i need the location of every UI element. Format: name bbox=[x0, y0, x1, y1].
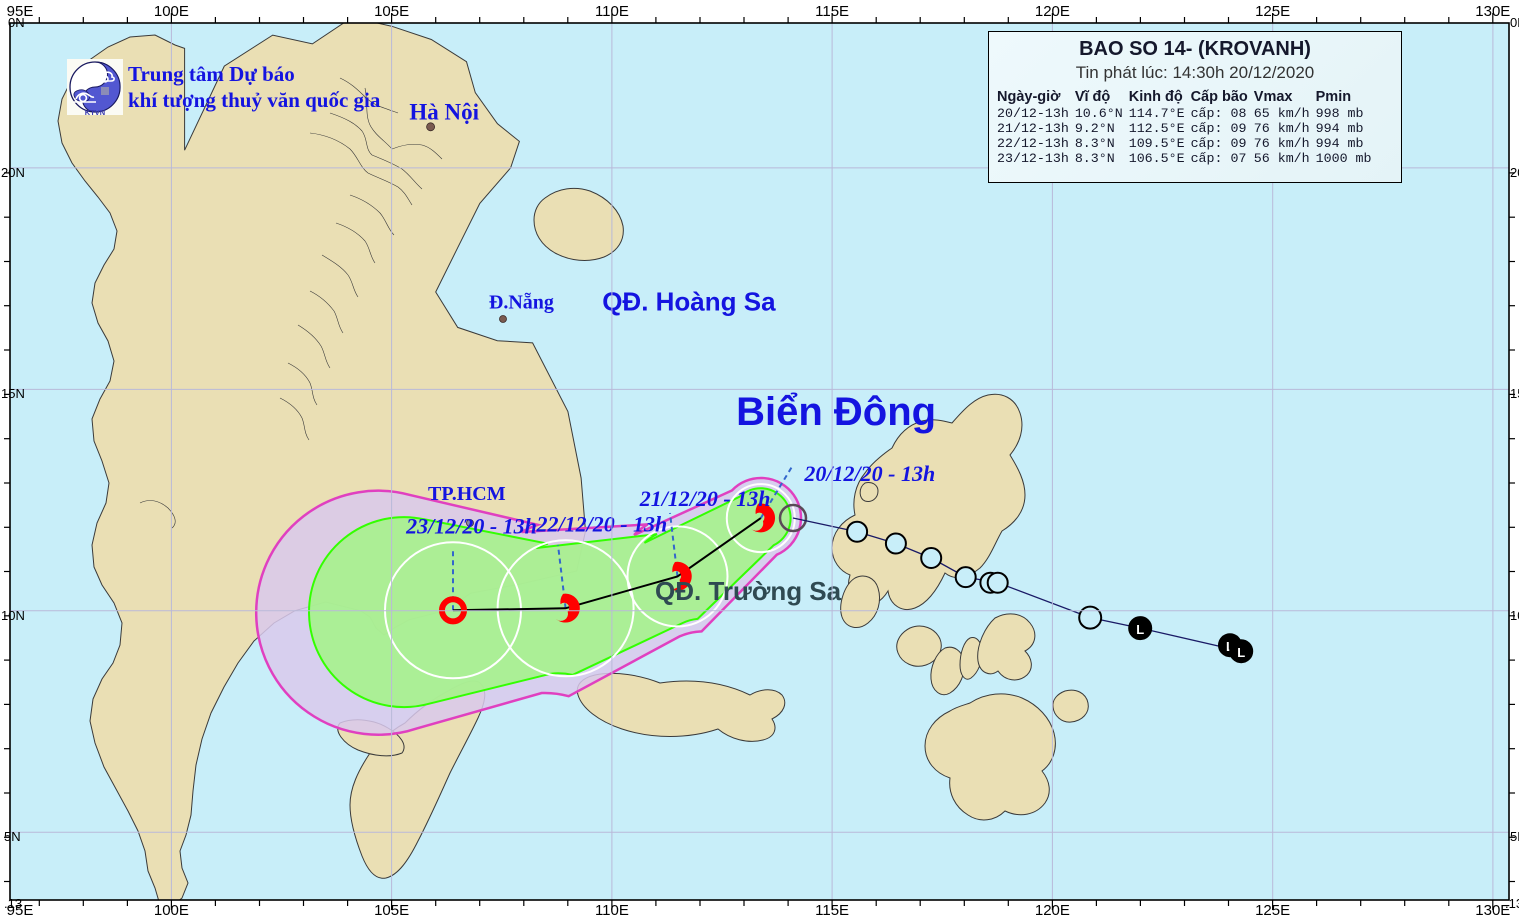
svg-text:110E: 110E bbox=[595, 3, 629, 20]
svg-text:21/12/20 - 13h: 21/12/20 - 13h bbox=[639, 486, 771, 511]
svg-text:105E: 105E bbox=[374, 3, 409, 20]
svg-text:QĐ. Hoàng Sa: QĐ. Hoàng Sa bbox=[602, 287, 776, 317]
svg-text:Biển Đông: Biển Đông bbox=[736, 390, 936, 434]
svg-text:20N: 20N bbox=[1510, 165, 1519, 180]
svg-text:115E: 115E bbox=[815, 902, 849, 919]
svg-text:115E: 115E bbox=[815, 3, 849, 20]
svg-text:QĐ. Trường Sa: QĐ. Trường Sa bbox=[655, 576, 842, 606]
svg-text:23/12/20 - 13h: 23/12/20 - 13h bbox=[405, 513, 537, 538]
svg-text:125E: 125E bbox=[1255, 902, 1290, 919]
svg-text:110E: 110E bbox=[595, 902, 629, 919]
svg-text:100E: 100E bbox=[154, 3, 189, 20]
svg-text:5N: 5N bbox=[1510, 829, 1519, 844]
svg-text:120E: 120E bbox=[1035, 902, 1070, 919]
svg-text:95E: 95E bbox=[7, 902, 34, 919]
svg-text:20/12/20 - 13h: 20/12/20 - 13h bbox=[803, 461, 935, 486]
svg-text:95E: 95E bbox=[7, 3, 34, 20]
svg-text:L: L bbox=[1237, 645, 1245, 660]
svg-text:10N: 10N bbox=[1510, 608, 1519, 623]
svg-text:KTVN: KTVN bbox=[85, 108, 105, 115]
svg-text:TP.HCM: TP.HCM bbox=[428, 483, 506, 505]
svg-text:105E: 105E bbox=[374, 902, 409, 919]
svg-text:Đ.Nẵng: Đ.Nẵng bbox=[489, 292, 554, 314]
svg-text:0N: 0N bbox=[1510, 15, 1519, 30]
svg-text:15N: 15N bbox=[1510, 386, 1519, 401]
svg-text:130E: 130E bbox=[1475, 3, 1510, 20]
svg-text:130E: 130E bbox=[1475, 902, 1510, 919]
svg-text:L: L bbox=[1136, 622, 1144, 637]
svg-text:125E: 125E bbox=[1255, 3, 1290, 20]
svg-text:120E: 120E bbox=[1035, 3, 1070, 20]
svg-text:22/12/20 - 13h: 22/12/20 - 13h bbox=[536, 512, 668, 537]
svg-text:Hà Nội: Hà Nội bbox=[409, 99, 479, 124]
svg-text:100E: 100E bbox=[154, 902, 189, 919]
